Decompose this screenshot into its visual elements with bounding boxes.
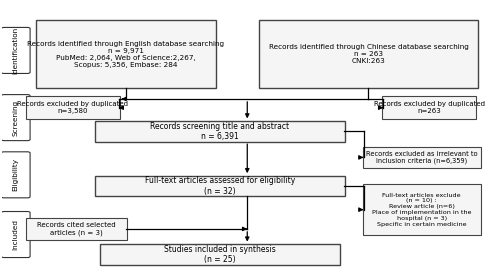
Text: identification: identification [12, 27, 18, 74]
Text: Studies included in synthesis
(n = 25): Studies included in synthesis (n = 25) [164, 245, 276, 264]
Text: Records cited selected
articles (n = 3): Records cited selected articles (n = 3) [38, 222, 116, 236]
FancyBboxPatch shape [258, 20, 478, 88]
Text: Records excluded by duplicated
n=263: Records excluded by duplicated n=263 [374, 101, 484, 114]
FancyBboxPatch shape [100, 244, 340, 265]
FancyBboxPatch shape [2, 152, 30, 198]
Text: Records excluded by duplicated
n=3,580: Records excluded by duplicated n=3,580 [18, 101, 128, 114]
FancyBboxPatch shape [362, 184, 481, 235]
FancyBboxPatch shape [2, 211, 30, 258]
FancyBboxPatch shape [26, 218, 127, 240]
Text: Eligibility: Eligibility [12, 158, 18, 191]
Text: Records excluded as irrelevant to
inclusion criteria (n=6,359): Records excluded as irrelevant to inclus… [366, 151, 478, 164]
FancyBboxPatch shape [26, 96, 120, 119]
Text: Records identified through Chinese database searching
n = 263
CNKI:263: Records identified through Chinese datab… [268, 44, 468, 64]
FancyBboxPatch shape [2, 27, 30, 73]
FancyBboxPatch shape [96, 121, 344, 142]
Text: Included: Included [12, 219, 18, 250]
FancyBboxPatch shape [362, 147, 481, 168]
FancyBboxPatch shape [36, 20, 216, 88]
Text: Full-text articles assessed for eligibility
(n = 32): Full-text articles assessed for eligibil… [145, 176, 295, 196]
FancyBboxPatch shape [382, 96, 476, 119]
Text: Screening: Screening [12, 100, 18, 136]
Text: Full-text articles exclude
(n = 10) :
Review article (n=6)
Place of implementati: Full-text articles exclude (n = 10) : Re… [372, 193, 472, 227]
FancyBboxPatch shape [96, 176, 344, 197]
FancyBboxPatch shape [2, 95, 30, 141]
Text: Records screening title and abstract
n = 6,391: Records screening title and abstract n =… [150, 122, 290, 141]
Text: Records identified through English database searching
n = 9,971
PubMed: 2,064, W: Records identified through English datab… [28, 41, 224, 68]
